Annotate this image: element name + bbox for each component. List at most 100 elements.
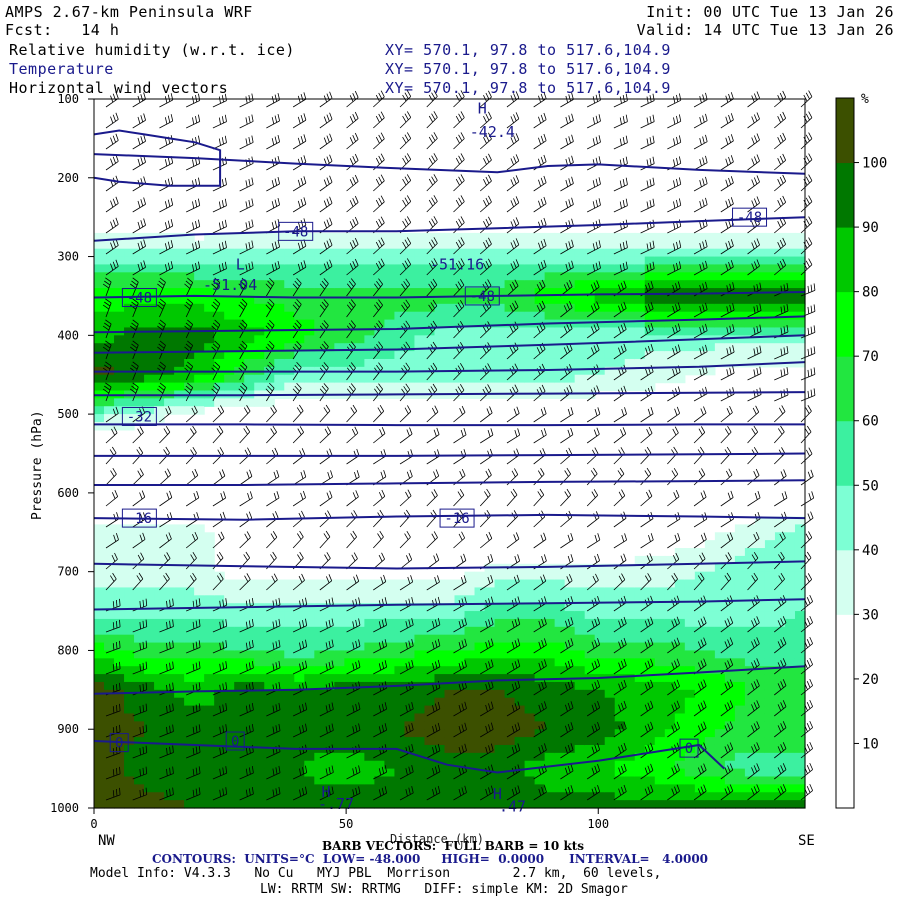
rh-cell <box>194 650 205 659</box>
rh-cell <box>514 358 526 368</box>
rh-cell <box>614 634 626 644</box>
barb-staff <box>239 410 251 423</box>
rh-cell <box>524 240 536 250</box>
rh-cell <box>254 398 265 407</box>
barb-flag <box>240 385 246 392</box>
rh-cell <box>324 343 335 352</box>
rh-cell <box>754 737 766 746</box>
rh-cell <box>564 792 576 801</box>
rh-cell <box>784 618 796 628</box>
rh-cell <box>654 240 666 250</box>
rh-cell <box>304 374 315 384</box>
barb-flag <box>145 619 148 627</box>
rh-cell <box>594 303 606 313</box>
rh-cell <box>574 658 586 667</box>
barb-flag <box>192 243 195 251</box>
barb-staff <box>239 121 254 129</box>
rh-cell <box>534 752 546 762</box>
rh-cell <box>264 374 275 384</box>
barb-flag <box>274 262 278 270</box>
rh-cell <box>644 744 656 754</box>
barb-flag <box>142 620 145 628</box>
rh-cell <box>234 374 245 384</box>
rh-cell <box>504 319 516 329</box>
barb-flag <box>251 135 254 143</box>
rh-cell <box>234 634 245 644</box>
rh-cell <box>754 666 766 675</box>
rh-cell <box>344 768 355 778</box>
rh-cell <box>414 319 426 329</box>
rh-cell <box>304 303 315 313</box>
rh-cell <box>634 666 646 675</box>
barb-flag <box>130 283 137 289</box>
rh-cell <box>284 792 295 801</box>
rh-cell <box>644 335 656 344</box>
rh-cell <box>434 595 446 604</box>
rh-cell <box>114 579 125 589</box>
rh-cell <box>434 335 446 344</box>
wind-barb <box>186 661 201 675</box>
rh-cell <box>524 295 536 305</box>
rh-cell <box>574 611 586 620</box>
rh-cell <box>384 737 396 746</box>
rh-cell <box>144 319 155 329</box>
barb-flag <box>222 662 225 670</box>
rh-cell <box>434 705 446 715</box>
rh-cell <box>784 240 796 250</box>
rh-cell <box>334 792 345 801</box>
rh-cell <box>324 280 335 289</box>
rh-cell <box>514 240 526 250</box>
rh-cell <box>744 280 756 289</box>
wind-barb <box>292 239 307 255</box>
rh-cell <box>764 681 776 691</box>
rh-cell <box>314 776 325 785</box>
rh-cell <box>784 752 796 762</box>
rh-cell <box>364 658 375 667</box>
rh-cell <box>794 666 806 675</box>
rh-cell <box>224 681 235 691</box>
rh-cell <box>494 256 506 266</box>
rh-cell <box>454 303 466 313</box>
rh-cell <box>154 595 165 604</box>
rh-cell <box>654 343 666 352</box>
barb-flag <box>221 469 226 477</box>
barb-flag <box>198 198 201 206</box>
rh-cell <box>594 642 606 652</box>
rh-cell <box>214 264 225 273</box>
barb-flag <box>222 746 225 754</box>
rh-cell <box>784 524 796 533</box>
rh-cell <box>264 595 275 604</box>
rh-cell <box>164 800 175 809</box>
rh-cell <box>414 784 426 793</box>
rh-cell <box>284 579 295 589</box>
rh-cell <box>234 595 245 604</box>
rh-cell <box>144 697 155 707</box>
wind-barb <box>159 261 174 276</box>
rh-cell <box>254 792 265 801</box>
barb-flag <box>265 388 272 395</box>
rh-cell <box>774 721 786 730</box>
rh-cell <box>734 713 746 722</box>
barb-flag <box>130 325 137 331</box>
barb-staff <box>186 772 201 780</box>
rh-cell <box>114 705 125 715</box>
rh-cell <box>364 343 375 352</box>
wind-barb <box>212 640 228 654</box>
rh-cell <box>144 532 155 541</box>
barb-flag <box>221 263 224 271</box>
rh-cell <box>134 587 145 596</box>
rh-cell <box>464 611 476 620</box>
barb-flag <box>248 641 251 649</box>
wind-barb <box>159 240 174 255</box>
rh-cell <box>404 626 416 636</box>
rh-cell <box>354 374 365 384</box>
rh-cell <box>214 343 225 352</box>
rh-cell <box>624 768 636 778</box>
rh-cell <box>614 343 626 352</box>
rh-cell <box>594 713 606 722</box>
rh-cell <box>544 760 556 770</box>
rh-cell <box>604 618 616 628</box>
barb-flag <box>131 343 138 349</box>
rh-cell <box>124 374 135 384</box>
rh-cell <box>94 421 105 431</box>
